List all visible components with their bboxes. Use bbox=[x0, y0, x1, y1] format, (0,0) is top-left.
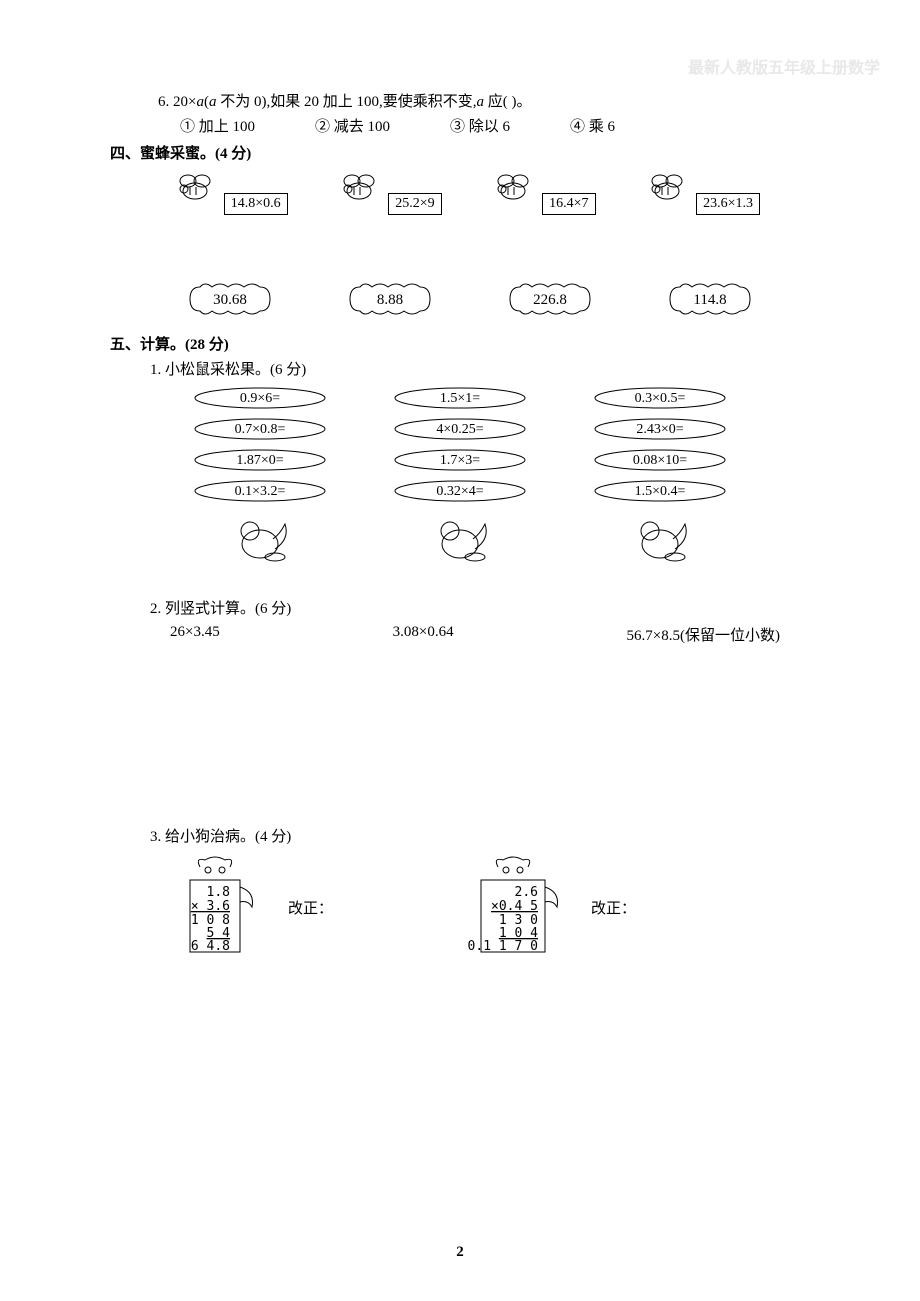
q6-opt-1: ① 加上 100 bbox=[180, 115, 255, 136]
nut-icon: 1.5×0.4= bbox=[590, 480, 730, 502]
sub-3-header: 3. 给小狗治病。(4 分) bbox=[150, 825, 810, 846]
section-4-header: 四、蜜蜂采蜜。(4 分) bbox=[110, 142, 810, 163]
nut-expr: 4×0.25= bbox=[436, 422, 483, 437]
nut-expr: 2.43×0= bbox=[636, 422, 683, 437]
nut-expr: 1.7×3= bbox=[440, 453, 480, 468]
page-number: 2 bbox=[456, 1244, 464, 1261]
flower-icon: 8.88 bbox=[340, 275, 440, 323]
dog-block: 1.8 × 3.6 1 0 8 5 4 6 4.8 改正： bbox=[170, 852, 333, 962]
squirrel-column: 1.5×1= 4×0.25= 1.7×3= 0.32×4= bbox=[360, 385, 560, 569]
flower-icon: 30.68 bbox=[180, 275, 280, 323]
question-6: 6. 20×a(a 不为 0),如果 20 加上 100,要使乘积不变,a 应(… bbox=[158, 90, 810, 111]
nut-expr: 0.3×0.5= bbox=[635, 391, 686, 406]
sub-1-header: 1. 小松鼠采松果。(6 分) bbox=[150, 358, 810, 379]
nut-icon: 0.7×0.8= bbox=[190, 418, 330, 440]
bee-icon bbox=[334, 171, 384, 207]
bee-icon bbox=[488, 171, 538, 207]
nut-icon: 0.1×3.2= bbox=[190, 480, 330, 502]
squirrel-column: 0.9×6= 0.7×0.8= 1.87×0= 0.1×3.2= bbox=[160, 385, 360, 569]
bee-item: 16.4×7 bbox=[488, 171, 595, 215]
page-content: 6. 20×a(a 不为 0),如果 20 加上 100,要使乘积不变,a 应(… bbox=[0, 0, 920, 1002]
q6-num: 6. bbox=[158, 94, 169, 110]
bees-row: 14.8×0.6 25.2×9 16.4×7 bbox=[110, 171, 810, 215]
nut-icon: 4×0.25= bbox=[390, 418, 530, 440]
nut-icon: 1.87×0= bbox=[190, 449, 330, 471]
flower-value: 226.8 bbox=[533, 292, 567, 308]
vertical-calc-row: 26×3.45 3.08×0.64 56.7×8.5(保留一位小数) bbox=[110, 624, 810, 645]
dog-block: 2.6 ×0.4 5 1 3 0 1 0 4 0.1 1 7 0 改正： bbox=[463, 852, 636, 962]
bee-expression: 16.4×7 bbox=[542, 193, 595, 215]
dog-icon: 2.6 ×0.4 5 1 3 0 1 0 4 0.1 1 7 0 bbox=[463, 852, 583, 962]
correction-label: 改正： bbox=[591, 897, 636, 918]
q6-options: ① 加上 100 ② 减去 100 ③ 除以 6 ④ 乘 6 bbox=[180, 115, 810, 136]
nut-icon: 0.08×10= bbox=[590, 449, 730, 471]
nut-icon: 2.43×0= bbox=[590, 418, 730, 440]
nut-icon: 1.7×3= bbox=[390, 449, 530, 471]
bee-item: 25.2×9 bbox=[334, 171, 441, 215]
flower-value: 30.68 bbox=[213, 292, 247, 308]
nut-icon: 0.32×4= bbox=[390, 480, 530, 502]
dog1-l5: 6 4.8 bbox=[191, 939, 230, 954]
watermark-text: 最新人教版五年级上册数学 bbox=[688, 54, 880, 78]
bee-item: 14.8×0.6 bbox=[170, 171, 288, 215]
q6-var1: a bbox=[196, 94, 204, 110]
dog2-l2: ×0.4 5 bbox=[491, 899, 538, 914]
nut-icon: 0.3×0.5= bbox=[590, 387, 730, 409]
squirrel-column: 0.3×0.5= 2.43×0= 0.08×10= 1.5×0.4= bbox=[560, 385, 760, 569]
bee-item: 23.6×1.3 bbox=[642, 171, 760, 215]
nut-icon: 0.9×6= bbox=[190, 387, 330, 409]
bee-icon bbox=[170, 171, 220, 207]
nut-expr: 0.9×6= bbox=[240, 391, 280, 406]
q6-text-a: 20× bbox=[173, 94, 196, 110]
nut-expr: 1.87×0= bbox=[236, 453, 283, 468]
nut-expr: 0.08×10= bbox=[633, 453, 687, 468]
flower-icon: 114.8 bbox=[660, 275, 760, 323]
nut-expr: 1.5×0.4= bbox=[635, 484, 686, 499]
bee-expression: 25.2×9 bbox=[388, 193, 441, 215]
vert-item: 56.7×8.5(保留一位小数) bbox=[627, 624, 780, 645]
q6-text-d: 应( )。 bbox=[484, 94, 532, 110]
nut-expr: 0.1×3.2= bbox=[235, 484, 286, 499]
vert-item: 26×3.45 bbox=[170, 624, 220, 645]
q6-opt-4: ④ 乘 6 bbox=[570, 115, 615, 136]
bee-expression: 14.8×0.6 bbox=[224, 193, 288, 215]
flowers-row: 30.68 8.88 226.8 114.8 bbox=[110, 275, 810, 323]
dog2-l5: 0.1 1 7 0 bbox=[468, 939, 538, 954]
nut-expr: 0.32×4= bbox=[436, 484, 483, 499]
dog1-l1: 1.8 bbox=[207, 885, 230, 900]
flower-value: 8.88 bbox=[377, 292, 403, 308]
bee-icon bbox=[642, 171, 692, 207]
correction-label: 改正： bbox=[288, 897, 333, 918]
nut-icon: 1.5×1= bbox=[390, 387, 530, 409]
dog2-l1: 2.6 bbox=[515, 885, 538, 900]
flower-icon: 226.8 bbox=[500, 275, 600, 323]
squirrel-icon bbox=[625, 509, 695, 564]
vert-item: 3.08×0.64 bbox=[393, 624, 454, 645]
dog-icon: 1.8 × 3.6 1 0 8 5 4 6 4.8 bbox=[170, 852, 280, 962]
q6-opt-2: ② 减去 100 bbox=[315, 115, 390, 136]
q6-text-c: 不为 0),如果 20 加上 100,要使乘积不变, bbox=[216, 94, 476, 110]
dog-row: 1.8 × 3.6 1 0 8 5 4 6 4.8 改正： 2.6 ×0.4 5… bbox=[110, 852, 810, 962]
squirrel-icon bbox=[225, 509, 295, 564]
squirrel-icon bbox=[425, 509, 495, 564]
dog1-l2: × 3.6 bbox=[191, 899, 230, 914]
nut-expr: 0.7×0.8= bbox=[235, 422, 286, 437]
q6-var3: a bbox=[476, 94, 484, 110]
section-5-header: 五、计算。(28 分) bbox=[110, 333, 810, 354]
q6-opt-3: ③ 除以 6 bbox=[450, 115, 510, 136]
sub-2-header: 2. 列竖式计算。(6 分) bbox=[150, 597, 810, 618]
nut-expr: 1.5×1= bbox=[440, 391, 480, 406]
flower-value: 114.8 bbox=[693, 292, 726, 308]
squirrel-zone: 0.9×6= 0.7×0.8= 1.87×0= 0.1×3.2= 1.5×1= … bbox=[110, 385, 810, 569]
bee-expression: 23.6×1.3 bbox=[696, 193, 760, 215]
